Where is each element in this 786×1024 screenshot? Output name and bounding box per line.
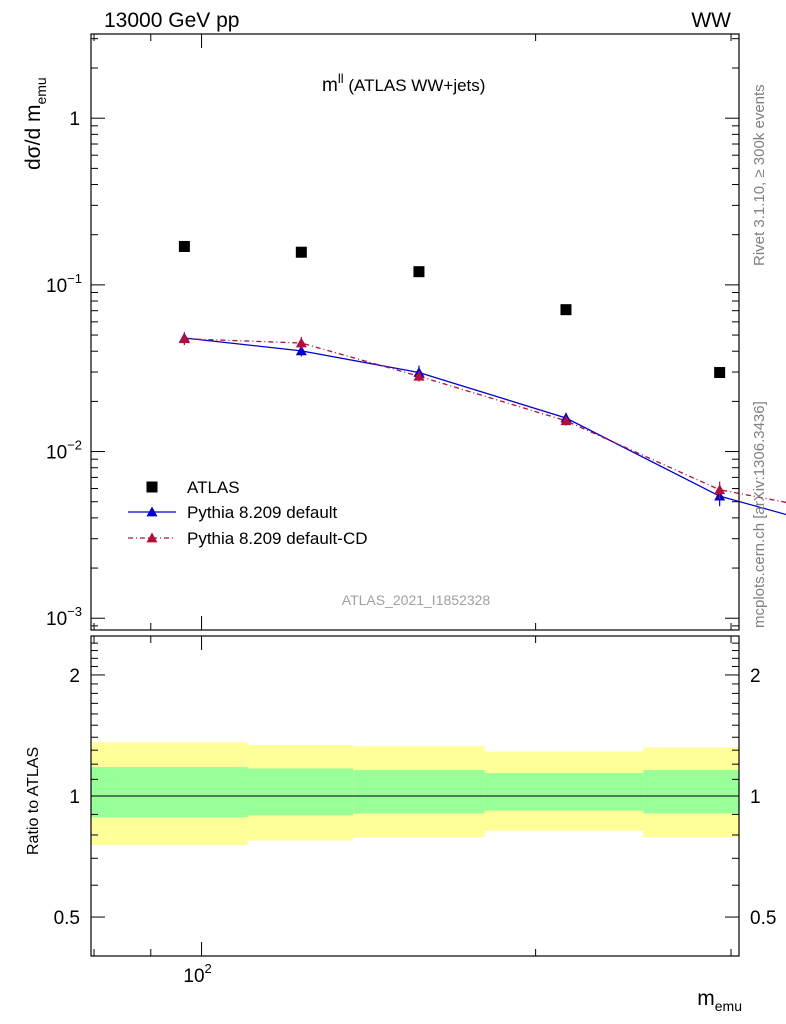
data-point xyxy=(178,240,190,252)
main-title: mll (ATLAS WW+jets) xyxy=(322,71,485,96)
main-y-axis-label: dσ/d memu xyxy=(22,77,49,170)
y-tick-label: 10−2 xyxy=(46,438,82,464)
legend-marker xyxy=(146,481,158,493)
series-line xyxy=(184,338,786,503)
legend-marker xyxy=(146,506,158,517)
legend-label: Pythia 8.209 default-CD xyxy=(187,529,368,548)
main-axis-ticks: 1 10−1 10−2 10−3 xyxy=(46,34,739,630)
data-point xyxy=(295,246,307,258)
data-point xyxy=(714,367,726,379)
series-line xyxy=(184,337,786,516)
legend-label: Pythia 8.209 default xyxy=(187,503,338,522)
x-axis-label: memu xyxy=(697,987,742,1014)
legend-marker xyxy=(146,532,158,543)
uncertainty-band-inner xyxy=(643,770,739,814)
main-data-layer xyxy=(178,240,786,516)
ratio-frame xyxy=(90,635,740,957)
x-tick-label: 102 xyxy=(183,961,211,987)
legend: ATLAS Pythia 8.209 default Pythia 8.209 de… xyxy=(128,478,368,548)
uncertainty-band-inner xyxy=(247,768,354,816)
data-point xyxy=(413,370,425,381)
ratio-panel: 2 2 1 1 0.5 0.5 102 Ratio to ATLAS memu xyxy=(25,635,776,1014)
ratio-y-tick-label: 1 xyxy=(69,787,80,808)
main-panel: 1 10−1 10−2 10−3 mll (ATLAS WW+jets) dσ/d m… xyxy=(22,33,786,631)
ratio-bands xyxy=(91,742,739,846)
data-point xyxy=(413,266,425,278)
data-point xyxy=(295,345,307,356)
ratio-y-tick-label-right: 0.5 xyxy=(750,908,776,929)
data-point xyxy=(560,304,572,316)
y-tick-label: 10−3 xyxy=(46,604,82,630)
rivet-version-label: Rivet 3.1.10, ≥ 300k events xyxy=(751,84,768,266)
ratio-axis-ticks: 2 2 1 1 0.5 0.5 102 xyxy=(54,636,776,987)
uncertainty-band-inner xyxy=(353,770,485,814)
analysis-watermark: ATLAS_2021_I1852328 xyxy=(342,592,491,608)
legend-label: ATLAS xyxy=(187,478,240,497)
ratio-y-tick-label-right: 1 xyxy=(750,787,761,808)
data-point xyxy=(560,415,572,426)
main-frame xyxy=(90,33,740,631)
uncertainty-band-inner xyxy=(91,767,248,818)
data-point xyxy=(295,337,307,348)
ratio-y-axis-label: Ratio to ATLAS xyxy=(25,747,42,855)
ratio-y-tick-label: 2 xyxy=(69,666,80,687)
ratio-y-tick-label-right: 2 xyxy=(750,666,761,687)
data-point xyxy=(714,484,726,495)
uncertainty-band-inner xyxy=(484,773,644,811)
header-right: WW xyxy=(691,9,731,32)
y-tick-label: 1 xyxy=(69,109,80,130)
data-point xyxy=(178,333,190,344)
y-tick-label: 10−1 xyxy=(46,271,82,297)
ratio-y-tick-label: 0.5 xyxy=(54,908,80,929)
header-left: 13000 GeV pp xyxy=(104,9,239,32)
mcplots-label: mcplots.cern.ch [arXiv:1306.3436] xyxy=(751,401,768,628)
